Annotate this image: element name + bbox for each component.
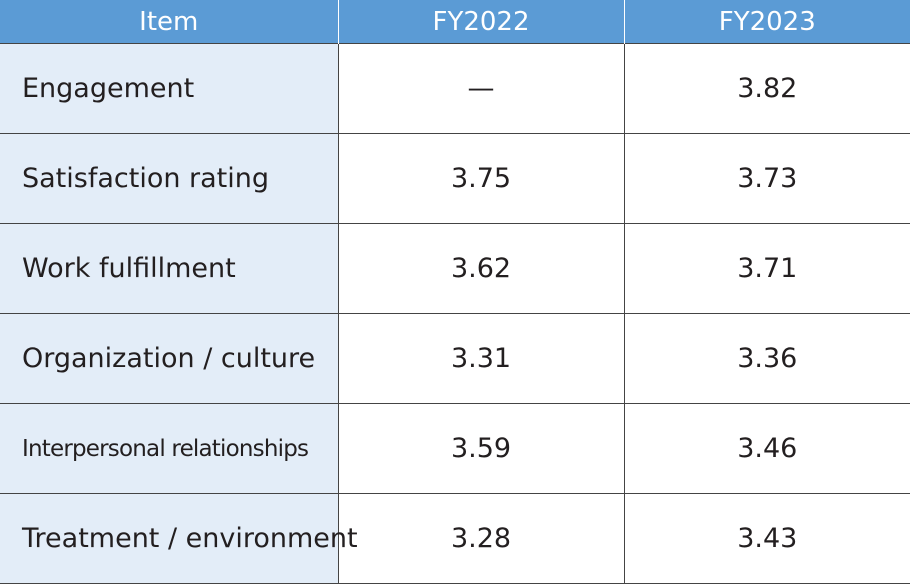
value-cell: 3.31 [337, 313, 625, 404]
item-cell: Satisfaction rating [0, 133, 339, 224]
value-cell: 3.75 [337, 133, 625, 224]
item-cell: Treatment / environment [0, 493, 358, 584]
table-row: Interpersonal relationships 3.59 3.46 [0, 403, 910, 494]
header-cell: FY2022 [337, 0, 624, 44]
value-cell: 3.46 [623, 403, 910, 494]
table-row: Work fulfillment 3.62 3.71 [0, 223, 910, 314]
value-cell: — [337, 43, 625, 134]
item-cell: Work fulfillment [0, 223, 339, 314]
header-cell: Item [0, 0, 338, 44]
table-row: Organization / culture 3.31 3.36 [0, 313, 910, 404]
value-cell: 3.71 [623, 223, 910, 314]
value-cell: 3.43 [623, 493, 910, 584]
value-cell: 3.36 [623, 313, 910, 404]
item-cell: Engagement [0, 43, 339, 134]
item-cell: Organization / culture [0, 313, 339, 404]
value-cell: 3.28 [337, 493, 625, 584]
value-cell: 3.73 [623, 133, 910, 224]
item-cell: Interpersonal relationships [0, 403, 339, 494]
value-cell: 3.59 [337, 403, 625, 494]
value-cell: 3.82 [623, 43, 910, 134]
header-cell: FY2023 [623, 0, 910, 44]
table-row: Treatment / environment 3.28 3.43 [0, 493, 910, 584]
value-cell: 3.62 [337, 223, 625, 314]
header-row: Item FY2022 FY2023 [0, 0, 910, 44]
table-row: Satisfaction rating 3.75 3.73 [0, 133, 910, 224]
table-row: Engagement —3.82 [0, 43, 910, 134]
